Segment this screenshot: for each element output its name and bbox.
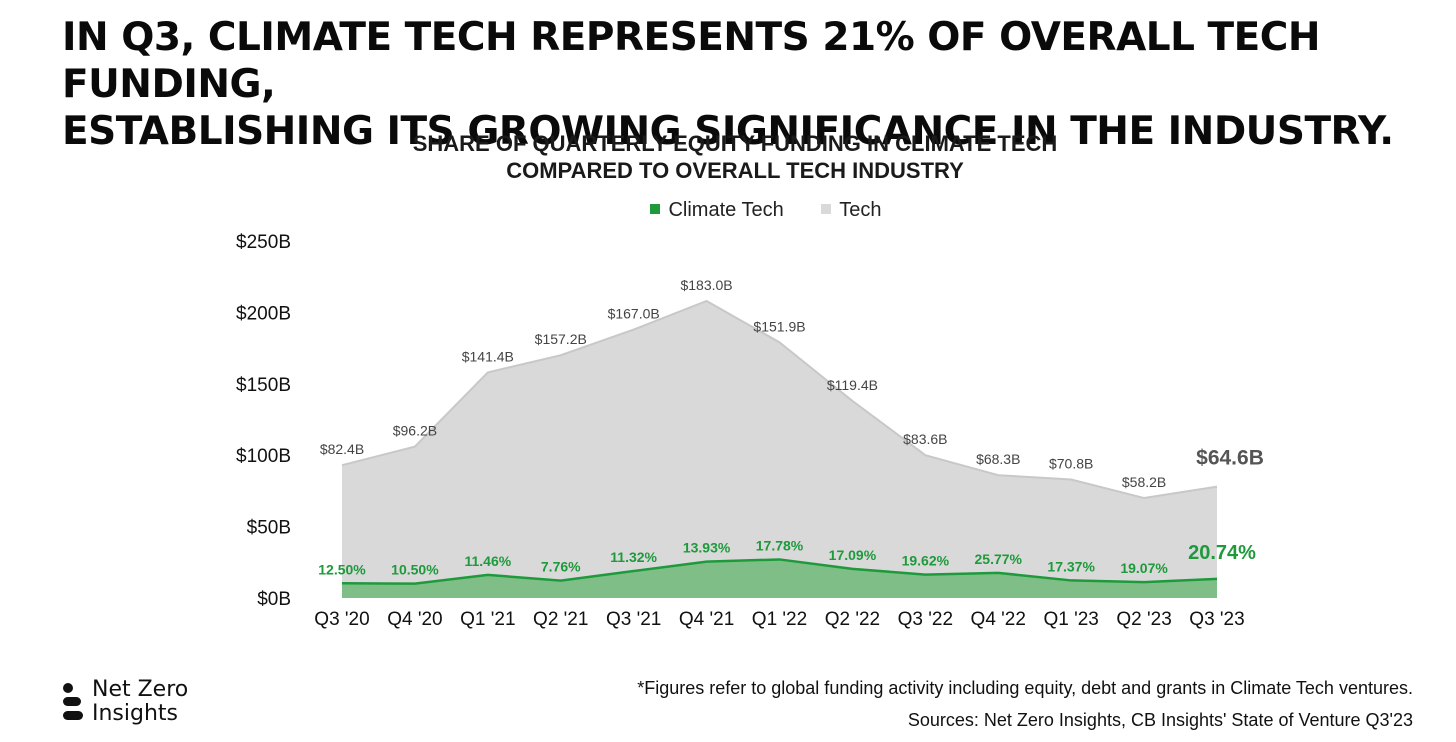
tech-data-label: $183.0B — [680, 277, 732, 293]
headline-line-1: IN Q3, CLIMATE TECH REPRESENTS 21% OF OV… — [62, 15, 1321, 107]
climate-tech-data-label: 11.32% — [610, 549, 657, 565]
x-tick-label: Q3 '20 — [314, 609, 369, 630]
climate-tech-data-label: 25.77% — [975, 551, 1023, 567]
tech-data-label: $70.8B — [1049, 455, 1093, 471]
climate-tech-data-label: 20.74% — [1188, 542, 1256, 564]
tech-line — [341, 299, 1218, 500]
tech-area — [342, 300, 1217, 598]
chart-title-line-2: COMPARED TO OVERALL TECH INDUSTRY — [506, 158, 964, 183]
legend-label-climate-tech: Climate Tech — [668, 199, 784, 221]
legend-item-climate-tech: Climate Tech — [650, 199, 784, 222]
tech-data-label: $167.0B — [608, 306, 660, 322]
legend-item-tech: Tech — [821, 199, 882, 222]
x-tick-label: Q3 '23 — [1189, 609, 1244, 630]
y-tick-label: $0B — [257, 589, 291, 610]
chart-title: SHARE OF QUARTERLY EQUITY FUNDING IN CLI… — [300, 130, 1170, 184]
x-tick-label: Q2 '22 — [825, 609, 880, 630]
headline-line-2: ESTABLISHING ITS GROWING SIGNIFICANCE IN… — [62, 109, 1394, 154]
y-tick-label: $100B — [236, 446, 291, 467]
logo-mark-icon — [63, 683, 83, 720]
sources-note: Sources: Net Zero Insights, CB Insights'… — [907, 710, 1413, 730]
tech-data-label: $83.6B — [903, 431, 947, 447]
climate-tech-data-label: 17.37% — [1047, 558, 1095, 574]
y-tick-label: $50B — [247, 518, 291, 539]
tech-data-label: $96.2B — [393, 423, 437, 439]
logo-text-line-1: Net Zero — [92, 677, 189, 702]
tech-data-label: $68.3B — [976, 451, 1020, 467]
x-tick-label: Q1 '22 — [752, 609, 807, 630]
y-tick-label: $200B — [236, 303, 291, 324]
x-tick-label: Q1 '21 — [460, 609, 515, 630]
chart-title-line-1: SHARE OF QUARTERLY EQUITY FUNDING IN CLI… — [412, 131, 1058, 156]
x-tick-label: Q1 '23 — [1043, 609, 1098, 630]
climate-tech-data-label: 17.78% — [756, 537, 804, 553]
net-zero-insights-logo: Net Zero Insights — [62, 678, 188, 726]
climate-tech-data-label: 10.50% — [391, 562, 439, 578]
climate-tech-data-label: 12.50% — [318, 561, 366, 577]
tech-data-label: $157.2B — [535, 331, 587, 347]
climate-tech-data-label: 13.93% — [683, 540, 731, 556]
tech-data-label: $58.2B — [1122, 474, 1166, 490]
x-tick-label: Q2 '23 — [1116, 609, 1171, 630]
x-tick-label: Q4 '22 — [971, 609, 1026, 630]
climate-tech-line — [341, 558, 1218, 585]
legend-swatch-tech — [821, 204, 832, 214]
y-tick-label: $150B — [236, 375, 291, 396]
chart-legend: Climate Tech Tech — [0, 199, 1456, 222]
tech-data-label: $119.4B — [827, 377, 878, 393]
x-tick-label: Q4 '20 — [387, 609, 442, 630]
x-tick-label: Q3 '21 — [606, 609, 661, 630]
legend-label-tech: Tech — [839, 199, 882, 221]
tech-data-label: $141.4B — [462, 348, 514, 364]
y-tick-label: $250B — [236, 232, 291, 253]
climate-tech-data-label: 19.07% — [1120, 560, 1168, 576]
logo-text: Net Zero Insights — [92, 678, 188, 726]
footnote: *Figures refer to global funding activit… — [637, 678, 1413, 698]
climate-tech-data-label: 17.09% — [829, 547, 877, 563]
headline: IN Q3, CLIMATE TECH REPRESENTS 21% OF OV… — [62, 14, 1422, 155]
climate-tech-area — [342, 559, 1217, 598]
x-tick-label: Q2 '21 — [533, 609, 588, 630]
tech-data-label: $151.9B — [753, 318, 805, 334]
climate-tech-data-label: 11.46% — [464, 553, 511, 569]
legend-swatch-climate-tech — [650, 204, 661, 214]
climate-tech-data-label: 7.76% — [541, 559, 581, 575]
climate-tech-data-label: 19.62% — [902, 553, 950, 569]
logo-text-line-2: Insights — [92, 701, 179, 726]
tech-data-label: $64.6B — [1196, 447, 1264, 470]
tech-data-label: $82.4B — [320, 441, 364, 457]
x-tick-label: Q4 '21 — [679, 609, 734, 630]
x-tick-label: Q3 '22 — [898, 609, 953, 630]
